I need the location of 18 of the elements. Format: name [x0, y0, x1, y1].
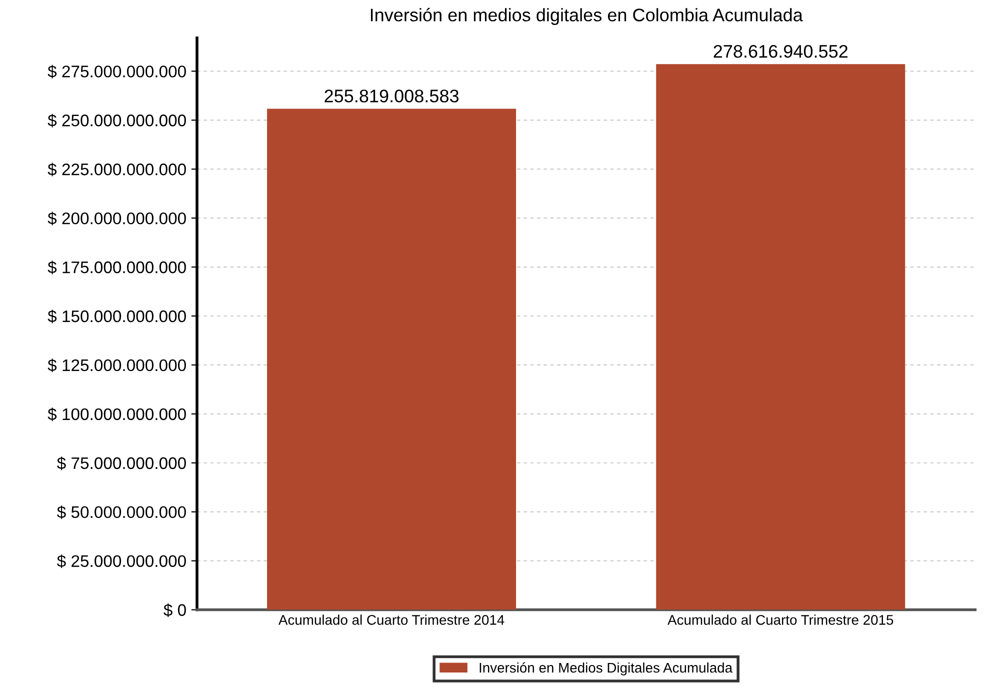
- x-tick-label: Acumulado al Cuarto Trimestre 2015: [668, 614, 894, 625]
- y-tick-label: $ 0: [164, 603, 186, 617]
- x-tick-label: Acumulado al Cuarto Trimestre 2014: [278, 614, 504, 625]
- y-tick-label: $ 75.000.000.000: [57, 456, 186, 470]
- y-tick-label: $ 150.000.000.000: [48, 310, 186, 324]
- y-tick-label: $ 25.000.000.000: [57, 554, 186, 568]
- chart-title: Inversión en medios digitales en Colombia Acumulada: [370, 8, 803, 25]
- y-tick-label: $ 250.000.000.000: [48, 114, 186, 128]
- data-label: 255.819.008.583: [324, 90, 459, 102]
- data-label: 278.616.940.552: [714, 44, 848, 58]
- legend-label: Inversión en Medios Digitales Acumulada: [480, 662, 733, 676]
- y-tick-label: $ 275.000.000.000: [48, 64, 186, 78]
- y-tick-label: $ 200.000.000.000: [48, 212, 186, 226]
- y-tick-label: $ 100.000.000.000: [48, 408, 186, 422]
- y-tick-label: $ 225.000.000.000: [48, 162, 186, 176]
- y-tick-label: $ 50.000.000.000: [57, 506, 186, 520]
- y-tick-label: $ 175.000.000.000: [48, 260, 186, 274]
- y-tick-label: $ 125.000.000.000: [48, 358, 186, 372]
